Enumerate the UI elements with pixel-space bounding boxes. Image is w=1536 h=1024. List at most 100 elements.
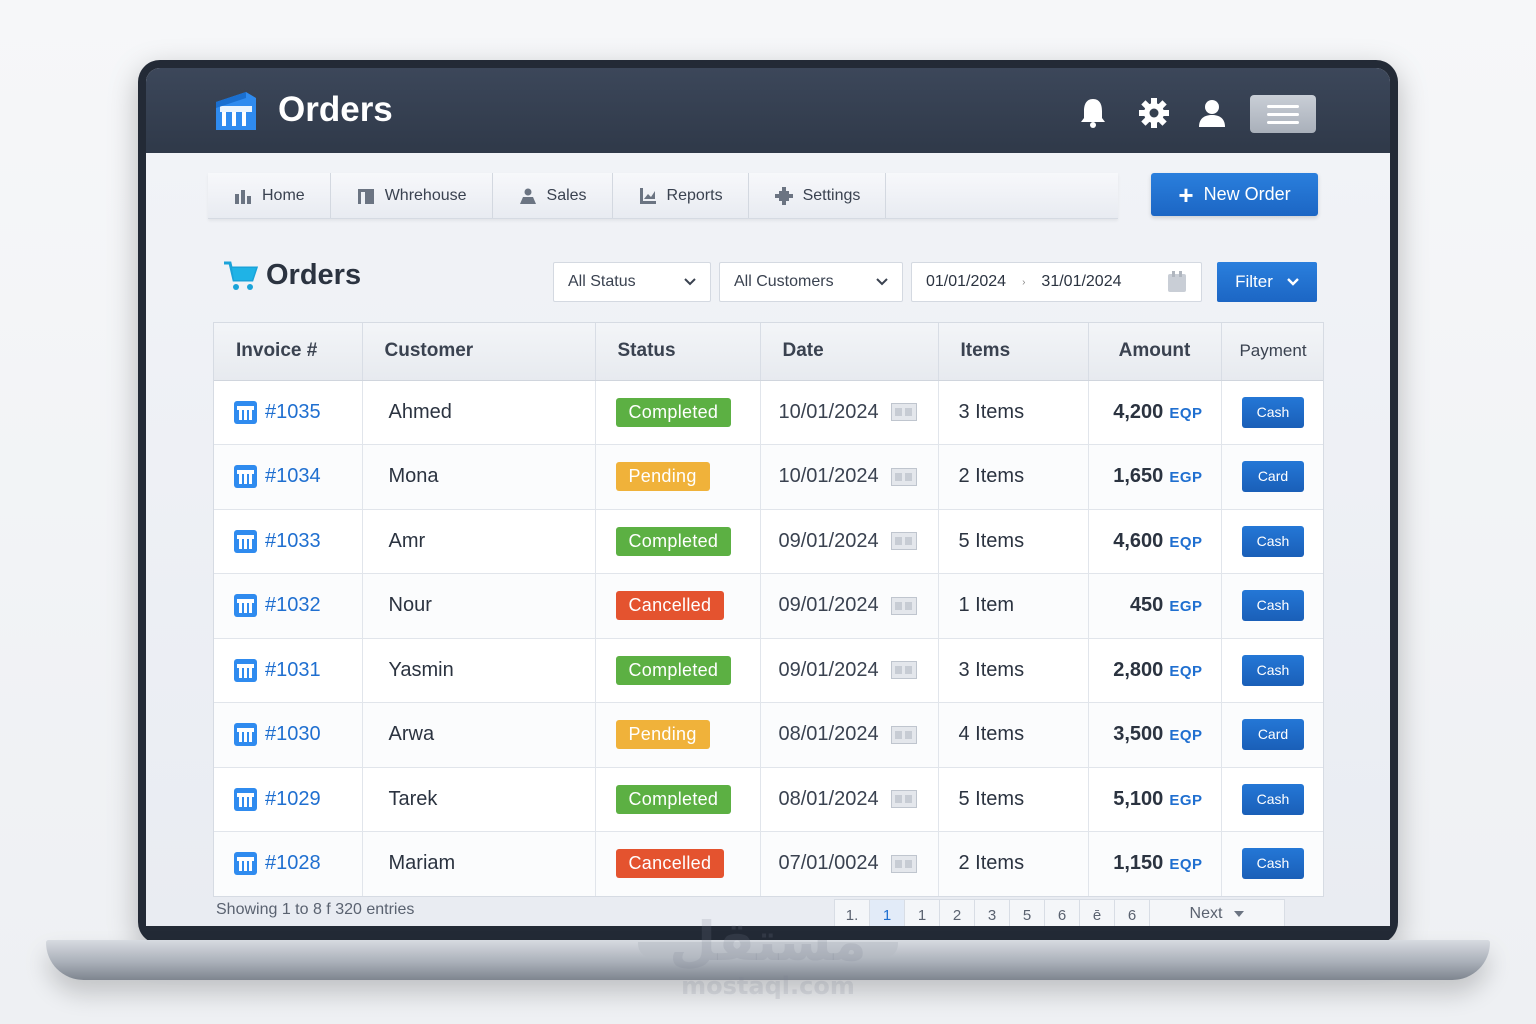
page-button[interactable]: 1.	[835, 900, 870, 926]
date-cell: 10/01/2024	[760, 380, 939, 445]
amount-cell: 5,100 EGP	[1088, 767, 1222, 832]
customer-cell: Mona	[362, 444, 596, 510]
payment-button[interactable]: Card	[1242, 719, 1304, 751]
amount-cell: 1,150 EQP	[1088, 831, 1222, 896]
user-icon[interactable]	[1195, 96, 1229, 130]
filter-button[interactable]: Filter	[1217, 262, 1317, 302]
page-button[interactable]: 1	[905, 900, 940, 926]
column-header-date[interactable]: Date	[760, 323, 939, 381]
bell-icon[interactable]	[1076, 96, 1110, 130]
items-cell: 2 Items	[938, 831, 1089, 896]
invoice-link[interactable]: #1032	[265, 594, 321, 617]
page-button[interactable]: 3	[975, 900, 1010, 926]
watermark-latin: mostaql.com	[681, 972, 855, 1000]
nav-item-sales[interactable]: Sales	[493, 173, 613, 218]
nav-item-reports[interactable]: Reports	[613, 173, 749, 218]
customer-cell: Arwa	[362, 702, 596, 768]
payment-button[interactable]: Cash	[1242, 654, 1304, 686]
payment-cell: Cash	[1221, 509, 1323, 574]
status-badge: Completed	[615, 784, 732, 814]
date-text: 09/01/2024	[778, 529, 879, 552]
date-text: 09/01/2024	[778, 658, 879, 681]
invoice-link[interactable]: #1029	[265, 787, 321, 810]
payment-cell: Cash	[1221, 573, 1323, 639]
column-header-customer[interactable]: Customer	[362, 323, 596, 381]
customer-cell: Ahmed	[362, 380, 596, 445]
column-header-invoice[interactable]: Invoice #	[214, 323, 363, 381]
date-text: 10/01/2024	[778, 465, 879, 488]
column-header-amount[interactable]: Amount	[1088, 323, 1222, 381]
chart-icon	[235, 189, 251, 204]
section-header: Orders	[222, 259, 361, 292]
table-row[interactable]: #1033 Amr Completed 09/01/2024 5 Items 4…	[214, 509, 1323, 574]
nav-label: Home	[262, 186, 305, 204]
page-button[interactable]: ē	[1080, 900, 1115, 926]
invoice-link[interactable]: #1031	[265, 658, 321, 681]
payment-button[interactable]: Cash	[1242, 783, 1304, 815]
table-row[interactable]: #1030 Arwa Pending 08/01/2024 4 Items 3,…	[214, 702, 1323, 768]
calendar-icon	[890, 532, 917, 551]
currency-label: EQP	[1169, 727, 1203, 745]
table-row[interactable]: #1031 Yasmin Completed 09/01/2024 3 Item…	[214, 638, 1323, 703]
page-button[interactable]: 5	[1010, 900, 1045, 926]
column-header-payment[interactable]: Payment	[1221, 323, 1323, 381]
payment-button[interactable]: Cash	[1242, 848, 1304, 880]
page-button[interactable]: 1	[870, 900, 905, 926]
table-header-row: Invoice # Customer Status Date Items Amo…	[214, 323, 1323, 381]
page-button[interactable]: 6	[1045, 900, 1080, 926]
store-logo-icon	[216, 92, 256, 130]
payment-cell: Card	[1221, 702, 1323, 768]
nav-item-warehouse[interactable]: Whrehouse	[331, 173, 493, 218]
status-select[interactable]: All Status	[553, 262, 711, 302]
date-range-field[interactable]: 01/01/2024 › 31/01/2024	[911, 262, 1202, 302]
invoice-icon	[234, 852, 257, 876]
amount-value: 4,600	[1113, 529, 1164, 552]
calendar-icon[interactable]	[1167, 271, 1187, 293]
date-cell: 08/01/2024	[760, 702, 939, 768]
status-cell: Completed	[595, 767, 761, 832]
status-badge: Completed	[615, 526, 732, 556]
column-header-items[interactable]: Items	[938, 323, 1089, 381]
status-badge: Cancelled	[615, 591, 725, 621]
invoice-link[interactable]: #1028	[265, 852, 321, 875]
chevron-down-icon	[1287, 278, 1299, 286]
payment-button[interactable]: Card	[1242, 461, 1304, 493]
invoice-link[interactable]: #1033	[265, 529, 321, 552]
menu-button[interactable]	[1250, 95, 1316, 133]
status-cell: Pending	[595, 444, 761, 510]
status-select-value: All Status	[568, 273, 636, 290]
table-row[interactable]: #1035 Ahmed Completed 10/01/2024 3 Items…	[214, 380, 1323, 445]
payment-button[interactable]: Cash	[1242, 525, 1304, 557]
invoice-link[interactable]: #1034	[265, 465, 321, 488]
customers-select[interactable]: All Customers	[719, 262, 903, 302]
payment-button[interactable]: Cash	[1242, 590, 1304, 622]
next-page-button[interactable]: Next	[1150, 900, 1284, 926]
amount-value: 2,800	[1113, 658, 1164, 681]
table-row[interactable]: #1034 Mona Pending 10/01/2024 2 Items 1,…	[214, 444, 1323, 510]
page-button[interactable]: 6	[1115, 900, 1150, 926]
date-from: 01/01/2024	[926, 273, 1007, 290]
customers-select-value: All Customers	[734, 273, 834, 290]
page-title: Orders	[266, 259, 362, 291]
status-badge: Completed	[615, 655, 732, 685]
payment-button[interactable]: Cash	[1242, 396, 1304, 428]
app-header: Orders	[146, 68, 1390, 153]
table-row[interactable]: #1032 Nour Cancelled 09/01/2024 1 Item 4…	[214, 573, 1323, 639]
warehouse-icon	[357, 188, 374, 204]
nav-label: Reports	[666, 186, 723, 204]
new-order-button[interactable]: + New Order	[1151, 173, 1318, 216]
column-header-status[interactable]: Status	[595, 323, 761, 381]
table-row[interactable]: #1028 Mariam Cancelled 07/01/0024 2 Item…	[214, 831, 1323, 896]
payment-cell: Cash	[1221, 767, 1323, 832]
invoice-link[interactable]: #1030	[265, 723, 321, 746]
invoice-link[interactable]: #1035	[265, 400, 321, 423]
nav-item-home[interactable]: Home	[208, 173, 331, 218]
table-row[interactable]: #1029 Tarek Completed 08/01/2024 5 Items…	[214, 767, 1323, 832]
nav-item-settings[interactable]: Settings	[749, 173, 887, 218]
orders-table: Invoice # Customer Status Date Items Amo…	[213, 322, 1324, 897]
page-button[interactable]: 2	[940, 900, 975, 926]
new-order-label: New Order	[1203, 184, 1291, 204]
range-separator: ›	[1022, 276, 1026, 288]
gear-icon[interactable]	[1137, 96, 1171, 130]
amount-value: 4,200	[1113, 400, 1164, 423]
